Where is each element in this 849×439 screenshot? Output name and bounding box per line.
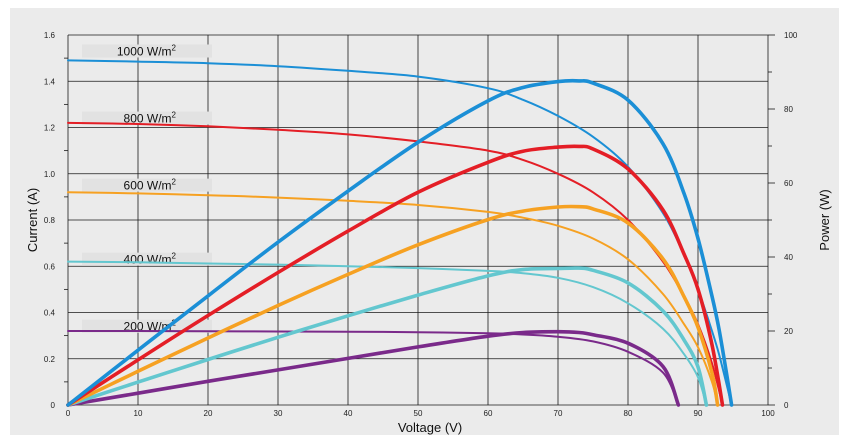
irradiance-label-backdrop	[82, 111, 212, 125]
y2-tick-label: 20	[784, 327, 793, 336]
y2-tick-label: 40	[784, 253, 793, 262]
x-tick-label: 80	[624, 409, 633, 418]
x-tick-label: 20	[204, 409, 213, 418]
y-tick-label: 0.8	[44, 216, 56, 225]
series-lines	[66, 59, 734, 407]
pv-curve-line	[66, 78, 734, 407]
irradiance-label-backdrop	[82, 178, 212, 192]
x-tick-label: 50	[414, 409, 423, 418]
y2-tick-label: 80	[784, 105, 793, 114]
y2-tick-label: 100	[784, 31, 798, 40]
x-tick-label: 10	[134, 409, 143, 418]
y-axis-title: Current (A)	[25, 188, 40, 252]
irradiance-label: 600 W/m2	[124, 178, 177, 193]
pv-curve-line	[66, 204, 720, 407]
irradiance-label: 400 W/m2	[124, 252, 177, 267]
irradiance-label-backdrop	[82, 319, 212, 333]
iv-curve-line	[67, 191, 719, 406]
x-tick-label: 30	[274, 409, 283, 418]
irradiance-label-backdrop	[82, 44, 212, 58]
y-tick-label: 0.6	[44, 262, 56, 271]
plot-panel	[10, 8, 839, 435]
y-tick-label: 1.6	[44, 31, 56, 40]
y-tick-label: 0	[51, 401, 56, 410]
y2-tick-label: 60	[784, 179, 793, 188]
pv-curve-line	[66, 144, 725, 407]
y2-tick-label: 0	[784, 401, 789, 410]
iv-curve-line	[67, 59, 733, 406]
tick-labels: 0 10 20 30 40 50 60 70 80 90 100 0 0.2 0.4 0.6 0.8 1.0 1.…	[44, 31, 798, 418]
y-tick-label: 1.0	[44, 170, 56, 179]
x-tick-label: 40	[344, 409, 353, 418]
x-tick-label: 100	[761, 409, 775, 418]
x-axis-title: Voltage (V)	[398, 420, 462, 435]
x-tick-label: 0	[66, 409, 71, 418]
iv-curve-line	[67, 329, 680, 406]
y-tick-label: 0.4	[44, 309, 56, 318]
pv-curve-line	[66, 266, 709, 407]
x-tick-label: 70	[554, 409, 563, 418]
pv-curve-line	[66, 329, 681, 407]
y-tick-label: 1.2	[44, 124, 56, 133]
y2-axis-title: Power (W)	[817, 189, 832, 250]
y-tick-label: 0.2	[44, 355, 56, 364]
y-tick-label: 1.4	[44, 77, 56, 86]
x-tick-label: 90	[694, 409, 703, 418]
irradiance-label: 800 W/m2	[124, 111, 177, 126]
x-tick-label: 60	[484, 409, 493, 418]
irradiance-label: 1000 W/m2	[117, 44, 177, 59]
iv-curve-line	[67, 260, 708, 406]
